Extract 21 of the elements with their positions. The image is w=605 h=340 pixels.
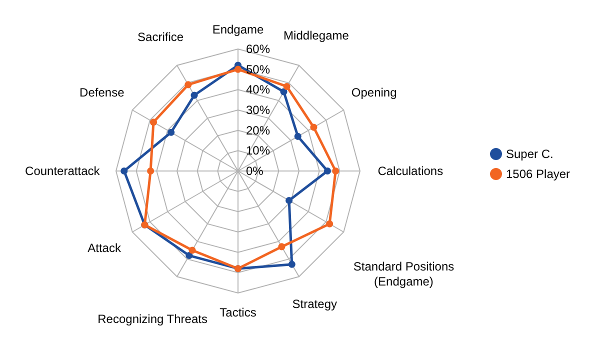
y-tick-label: 20% <box>246 123 270 138</box>
spoke-label: Strategy <box>292 296 337 311</box>
spoke-label: Tactics <box>220 306 256 320</box>
spoke-label: Middlegame <box>284 28 350 42</box>
spoke-label: Sacrifice <box>138 30 184 44</box>
y-tick-label: 60% <box>246 42 270 56</box>
legend-label: 1506 Player <box>506 167 570 181</box>
spoke-label: Endgame <box>212 22 264 36</box>
spoke-label: Standard Positions (Endgame) <box>353 260 454 289</box>
spoke-label: Recognizing Threats <box>98 312 208 326</box>
spoke-label: Attack <box>88 241 122 256</box>
spoke-label: Counterattack <box>25 164 101 178</box>
spoke-label: Opening <box>351 85 397 100</box>
spoke-label: Calculations <box>378 164 444 178</box>
y-tick-label: 30% <box>246 103 270 117</box>
legend-label: Super C. <box>506 147 554 161</box>
y-tick-label: 0% <box>246 164 264 178</box>
y-tick-label: 40% <box>246 82 270 97</box>
y-tick-label: 50% <box>246 62 270 76</box>
spoke-label: Defense <box>80 85 125 100</box>
y-tick-label: 10% <box>246 144 270 158</box>
